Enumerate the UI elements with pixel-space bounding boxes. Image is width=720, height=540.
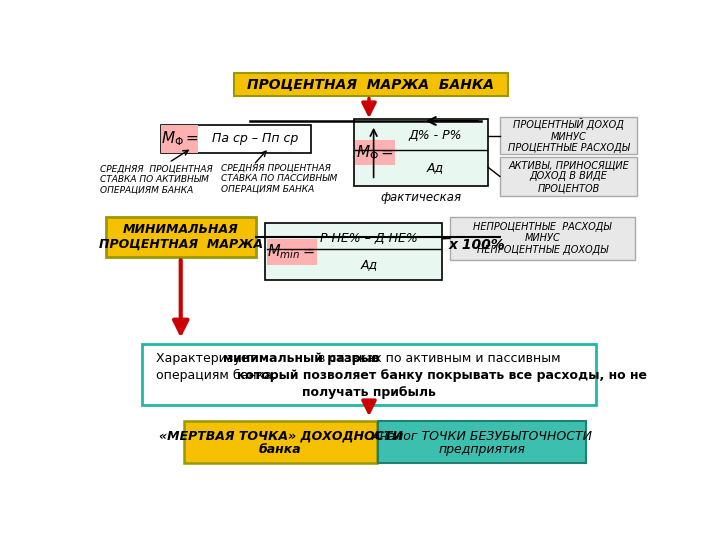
Text: Ад: Ад [426,161,444,174]
Text: получать прибыль: получать прибыль [302,386,436,399]
Text: предприятия: предприятия [438,443,526,456]
Text: АКТИВЫ, ПРИНОСЯЩИЕ
ДОХОД В ВИДЕ
ПРОЦЕНТОВ: АКТИВЫ, ПРИНОСЯЩИЕ ДОХОД В ВИДЕ ПРОЦЕНТО… [508,160,629,193]
Text: СРЕДНЯЯ ПРОЦЕНТНАЯ
СТАВКА ПО ПАССИВНЫМ
ОПЕРАЦИЯМ БАНКА: СРЕДНЯЯ ПРОЦЕНТНАЯ СТАВКА ПО ПАССИВНЫМ О… [221,164,338,193]
Text: СРЕДНЯЯ  ПРОЦЕНТНАЯ
СТАВКА ПО АКТИВНЫМ
ОПЕРАЦИЯМ БАНКА: СРЕДНЯЯ ПРОЦЕНТНАЯ СТАВКА ПО АКТИВНЫМ ОП… [99,165,212,195]
Text: фактическая: фактическая [380,191,462,204]
Text: ПРОЦЕНТНАЯ  МАРЖА  БАНКА: ПРОЦЕНТНАЯ МАРЖА БАНКА [248,77,495,91]
Text: х 100%: х 100% [449,238,505,252]
Text: Характеризует: Характеризует [156,353,260,366]
Bar [234,72,508,96]
Bar [184,421,377,463]
Text: Аналог ТОЧКИ БЕЗУБЫТОЧНОСТИ: Аналог ТОЧКИ БЕЗУБЫТОЧНОСТИ [372,430,593,443]
Text: $M_{\Phi}=$: $M_{\Phi}=$ [161,130,199,148]
Text: Ад: Ад [361,258,377,271]
Text: банка: банка [259,443,302,456]
Text: $M_{min}=$: $M_{min}=$ [267,242,315,261]
Bar [450,217,634,260]
Bar [266,239,317,265]
Text: НЕПРОЦЕНТНЫЕ  РАСХОДЫ
МИНУС
НЕПРОЦЕНТНЫЕ ДОХОДЫ: НЕПРОЦЕНТНЫЕ РАСХОДЫ МИНУС НЕПРОЦЕНТНЫЕ … [473,222,611,255]
Text: Д% - Р%: Д% - Р% [408,129,462,142]
Bar [378,421,586,463]
Text: Па ср – Пп ср: Па ср – Пп ср [212,132,298,145]
Bar [354,119,488,186]
Text: операциям банка,: операциям банка, [156,369,279,382]
Text: минимальный разрыв: минимальный разрыв [223,353,380,366]
Bar [500,117,637,154]
Text: в ставках по активным и пассивным: в ставках по активным и пассивным [315,353,561,366]
Text: МИНИМАЛЬНАЯ
ПРОЦЕНТНАЯ  МАРЖА: МИНИМАЛЬНАЯ ПРОЦЕНТНАЯ МАРЖА [99,223,263,251]
Bar [106,217,256,257]
Bar [161,125,198,153]
Bar [500,157,637,195]
Bar [355,140,395,165]
Text: который позволяет банку покрывать все расходы, но не: который позволяет банку покрывать все ра… [237,369,647,382]
Text: «МЕРТВАЯ ТОЧКА» ДОХОДНОСТИ: «МЕРТВАЯ ТОЧКА» ДОХОДНОСТИ [158,430,402,443]
Text: $M_{\Phi}=$: $M_{\Phi}=$ [356,143,395,162]
Bar [142,343,596,405]
Bar [161,125,311,153]
Bar [265,222,442,280]
Text: Р НЕ% – Д НЕ%: Р НЕ% – Д НЕ% [320,232,418,245]
Text: ПРОЦЕНТНЫЙ ДОХОД
МИНУС
ПРОЦЕНТНЫЕ РАСХОДЫ: ПРОЦЕНТНЫЙ ДОХОД МИНУС ПРОЦЕНТНЫЕ РАСХОД… [508,118,629,153]
